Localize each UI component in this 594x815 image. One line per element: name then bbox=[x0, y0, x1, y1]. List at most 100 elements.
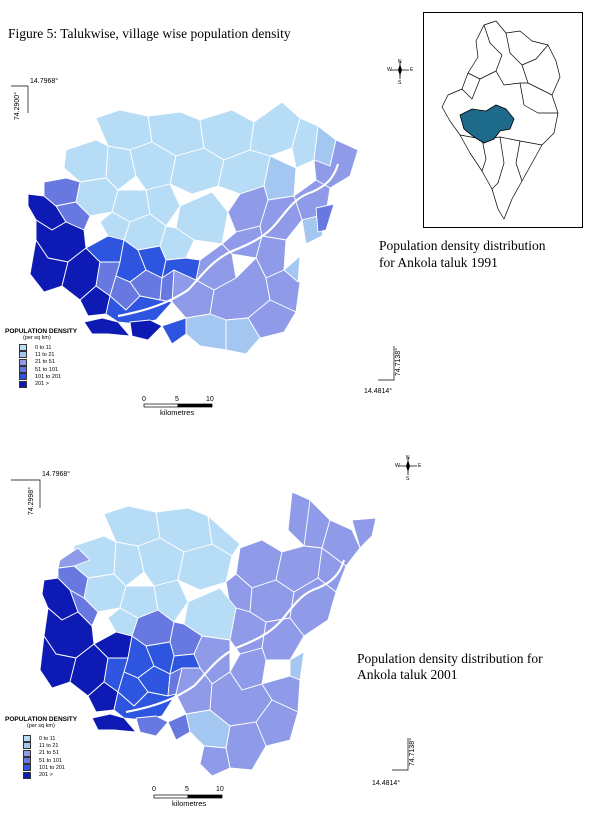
legend-item: 21 to 51 bbox=[23, 749, 77, 757]
legend-swatch bbox=[19, 366, 27, 374]
scale-tick-5: 5 bbox=[175, 396, 179, 403]
legend-item: 201 > bbox=[19, 380, 77, 388]
legend-title: POPULATION DENSITY bbox=[5, 328, 78, 335]
caption-1991-line1: Population density distribution bbox=[379, 238, 546, 253]
village-polygon bbox=[283, 255, 301, 283]
legend-label: 201 > bbox=[35, 381, 49, 388]
legend-label: 101 to 201 bbox=[39, 764, 65, 771]
inset-locator-map bbox=[423, 12, 583, 228]
village-polygon bbox=[83, 317, 131, 337]
village-polygon bbox=[199, 745, 231, 777]
village-polygon bbox=[91, 713, 137, 733]
legend-swatch bbox=[23, 771, 31, 779]
compass-e: E bbox=[410, 67, 414, 73]
map-1991-legend: POPULATION DENSITY (per sq km) 0 to 11 1… bbox=[5, 328, 77, 388]
village-polygon bbox=[291, 117, 319, 169]
legend-label: 11 to 21 bbox=[39, 742, 59, 749]
village-polygon bbox=[255, 699, 299, 747]
compass-n: N bbox=[398, 59, 402, 65]
caption-1991-line2: for Ankola taluk 1991 bbox=[379, 255, 498, 270]
map-2001-bottom-latitude: 14.4814° bbox=[372, 780, 401, 787]
legend-item: 101 to 201 bbox=[19, 373, 77, 381]
legend-item: 51 to 101 bbox=[19, 366, 77, 374]
village-polygon bbox=[167, 713, 191, 741]
compass-e: E bbox=[418, 463, 422, 469]
legend-label: 51 to 101 bbox=[39, 757, 62, 764]
scale-tick-0: 0 bbox=[142, 396, 146, 403]
inset-district-outline bbox=[441, 20, 561, 220]
legend-swatch bbox=[19, 380, 27, 388]
village-polygon bbox=[161, 317, 187, 345]
map-1991-bottom-latitude: 14.4814° bbox=[364, 388, 393, 395]
legend-item: 11 to 21 bbox=[23, 742, 77, 750]
village-polygon bbox=[135, 715, 169, 737]
village-polygon bbox=[321, 519, 361, 567]
legend-label: 101 to 201 bbox=[35, 373, 61, 380]
scale-tick-0: 0 bbox=[152, 786, 156, 793]
legend-swatch bbox=[23, 735, 31, 743]
village-polygon bbox=[153, 579, 189, 623]
legend-swatch bbox=[23, 764, 31, 772]
scale-label: kilometres bbox=[172, 799, 207, 808]
legend-item: 101 to 201 bbox=[23, 764, 77, 772]
village-polygon bbox=[113, 691, 177, 721]
scale-label: kilometres bbox=[160, 408, 195, 417]
map-2001-top-latitude: 14.7968° bbox=[42, 471, 71, 478]
legend-swatch bbox=[23, 742, 31, 750]
village-polygon bbox=[145, 183, 181, 227]
legend-swatch bbox=[19, 344, 27, 352]
legend-label: 51 to 101 bbox=[35, 366, 58, 373]
compass-n: N bbox=[406, 455, 410, 461]
figure-title: Figure 5: Talukwise, village wise popula… bbox=[8, 26, 291, 41]
scale-tick-10: 10 bbox=[216, 786, 224, 793]
village-polygon bbox=[351, 517, 377, 549]
legend-unit: (per sq km) bbox=[23, 335, 51, 341]
legend-swatch bbox=[23, 749, 31, 757]
village-polygon bbox=[289, 577, 337, 637]
village-polygon bbox=[261, 675, 301, 713]
legend-item: 201 > bbox=[23, 771, 77, 779]
village-polygon bbox=[55, 201, 91, 231]
legend-title: POPULATION DENSITY bbox=[5, 716, 78, 723]
legend-swatch bbox=[19, 358, 27, 366]
legend-item: 0 to 11 bbox=[23, 735, 77, 743]
village-polygon bbox=[265, 269, 301, 313]
legend-label: 21 to 51 bbox=[39, 750, 59, 757]
legend-unit: (per sq km) bbox=[27, 723, 55, 729]
legend-label: 21 to 51 bbox=[35, 359, 55, 366]
village-polygon bbox=[69, 589, 99, 627]
caption-2001-line1: Population density distribution for bbox=[357, 651, 543, 666]
compass-s: S bbox=[398, 80, 402, 86]
legend-label: 0 to 11 bbox=[35, 344, 52, 351]
village-polygon bbox=[57, 547, 91, 569]
scale-tick-10: 10 bbox=[206, 396, 214, 403]
caption-2001-line2: Ankola taluk 2001 bbox=[357, 667, 458, 682]
village-polygon bbox=[247, 299, 297, 339]
legend-item: 11 to 21 bbox=[19, 351, 77, 359]
legend-item: 21 to 51 bbox=[19, 358, 77, 366]
legend-swatch bbox=[19, 351, 27, 359]
village-polygon bbox=[169, 653, 201, 675]
compass-w: W bbox=[395, 463, 400, 469]
scale-tick-5: 5 bbox=[185, 786, 189, 793]
legend-item: 0 to 11 bbox=[19, 344, 77, 352]
legend-item: 51 to 101 bbox=[23, 757, 77, 765]
legend-swatch bbox=[23, 757, 31, 765]
compass-s: S bbox=[406, 476, 410, 482]
legend-label: 0 to 11 bbox=[39, 735, 56, 742]
village-polygon bbox=[315, 203, 335, 233]
map-2001-legend: POPULATION DENSITY (per sq km) 0 to 11 1… bbox=[5, 716, 77, 779]
village-polygon bbox=[129, 319, 163, 341]
legend-label: 11 to 21 bbox=[35, 351, 55, 358]
village-polygon bbox=[113, 541, 145, 587]
